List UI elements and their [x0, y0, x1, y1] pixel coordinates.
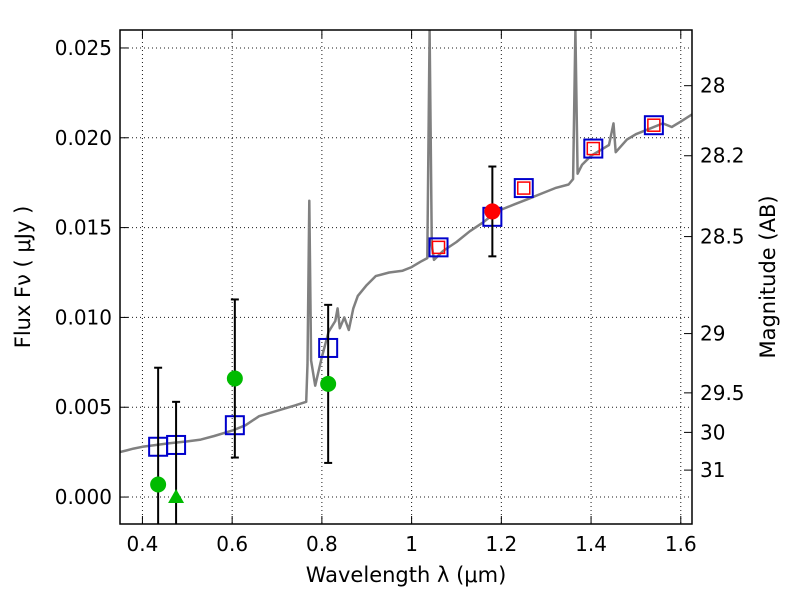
grid-layer [120, 30, 692, 524]
y-tick-label: 0.025 [55, 36, 112, 60]
plot-area [120, 30, 692, 524]
model-square-marker [428, 237, 449, 258]
x-tick-label: 0.4 [127, 532, 159, 556]
y-tick-label: 0.005 [55, 395, 112, 419]
x-tick-label: 1.6 [665, 532, 697, 556]
right-tick-label: 31 [700, 458, 725, 482]
y-tick-label: 0.000 [55, 485, 112, 509]
marks-layer [148, 115, 664, 524]
right-tick-label: 29.5 [700, 381, 745, 405]
observed-circle-marker [150, 476, 167, 493]
y-tick-label: 0.010 [55, 305, 112, 329]
x-tick-label: 1 [405, 532, 418, 556]
observed-triangle-marker [168, 489, 185, 504]
observed-circle-marker [226, 370, 243, 387]
right-tick-label: 30 [700, 420, 725, 444]
model-square-inner-marker [586, 141, 601, 156]
model-spectrum-line [120, 30, 692, 454]
model-square-marker [583, 138, 604, 159]
model-square-marker [513, 178, 534, 199]
right-tick-label: 28.2 [700, 144, 745, 168]
ticks-layer: 0.4 0.6 0.8 1 1.2 1.4 1.6 0.000 0.005 0.010 0.015 0… [55, 30, 745, 556]
spectrum-layer [120, 30, 692, 454]
x-tick-label: 0.6 [216, 532, 248, 556]
model-square-marker [643, 115, 664, 136]
right-axis-title: Magnitude (AB) [756, 195, 780, 358]
right-tick-label: 28 [700, 74, 725, 98]
x-tick-label: 1.2 [485, 532, 517, 556]
x-tick-label: 0.8 [306, 532, 338, 556]
y-tick-label: 0.015 [55, 216, 112, 240]
model-square-inner-marker [517, 181, 531, 195]
x-tick-label: 1.4 [575, 532, 607, 556]
plot-frame [119, 29, 693, 525]
y-tick-label: 0.020 [55, 126, 112, 150]
y-axis-title: Flux Fν ( μJy ) [11, 206, 35, 349]
right-tick-label: 29 [700, 322, 725, 346]
observed-circle-marker [484, 203, 501, 220]
observed-circle-marker [320, 375, 337, 392]
right-tick-label: 28.5 [700, 225, 745, 249]
x-axis-title: Wavelength λ (μm) [306, 563, 507, 587]
model-square-inner-marker [647, 118, 661, 132]
model-square-inner-marker [431, 240, 446, 255]
